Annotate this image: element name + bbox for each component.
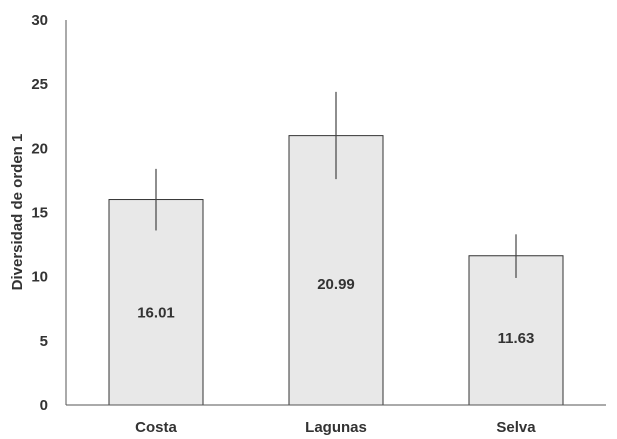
y-axis-title: Diversidad de orden 1 (9, 134, 26, 291)
data-label: 20.99 (317, 276, 355, 293)
data-label: 11.63 (498, 330, 535, 347)
y-tick-label: 20 (31, 140, 48, 157)
y-tick-label: 0 (40, 397, 48, 414)
y-axis: 0 5 10 15 20 25 30 (31, 12, 67, 414)
bars: 16.01 20.99 11.63 (108, 91, 564, 406)
y-tick-label: 30 (31, 12, 48, 29)
x-axis: Costa Lagunas Selva (66, 404, 606, 436)
y-tick-label: 5 (40, 333, 48, 350)
y-tick-label: 25 (31, 76, 48, 93)
x-tick-label: Costa (135, 419, 177, 436)
x-tick-label: Selva (496, 419, 536, 436)
bar (468, 255, 564, 406)
y-tick-label: 15 (31, 205, 48, 222)
y-tick-label: 10 (31, 269, 48, 286)
data-label: 16.01 (137, 305, 175, 322)
x-tick-label: Lagunas (305, 419, 367, 436)
